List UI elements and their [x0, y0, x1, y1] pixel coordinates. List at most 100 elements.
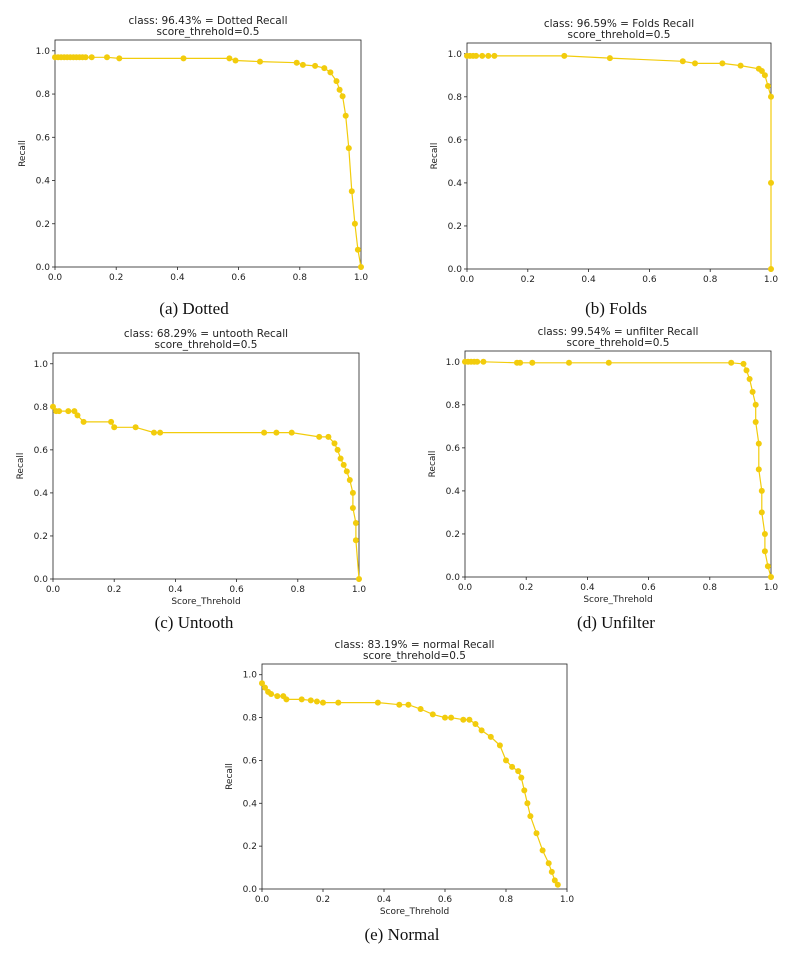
chart-title: class: 96.59% = Folds Recall [544, 18, 694, 30]
y-tick-label: 0.6 [448, 136, 463, 146]
data-point [473, 52, 480, 59]
x-tick-label: 0.6 [438, 895, 453, 905]
x-tick-label: 0.8 [293, 273, 308, 283]
chart-folds: class: 96.59% = Folds Recallscore_threho… [430, 18, 778, 285]
data-point [349, 489, 356, 496]
data-point [548, 868, 555, 875]
data-point [268, 691, 275, 697]
data-point [274, 693, 281, 700]
chart-panel-normal: class: 83.19% = normal Recall score_threh… [215, 629, 575, 919]
y-tick-label: 0.6 [34, 446, 49, 456]
data-point [337, 455, 344, 462]
y-axis-label: Recall [18, 140, 28, 167]
data-point [283, 696, 290, 703]
chart-normal: class: 83.19% = normal Recallscore_threh… [225, 639, 574, 917]
data-point [487, 733, 494, 740]
data-point [692, 60, 698, 67]
x-tick-label: 0.8 [703, 275, 718, 285]
data-point [316, 433, 323, 440]
x-tick-label: 0.2 [109, 273, 123, 283]
data-point [448, 714, 455, 721]
data-point [321, 65, 328, 72]
data-point [496, 742, 503, 749]
chart-title: class: 99.54% = unfilter Recall [538, 326, 699, 338]
data-point [466, 716, 473, 723]
x-tick-label: 1.0 [352, 585, 367, 595]
y-tick-label: 1.0 [36, 47, 51, 57]
data-point [521, 787, 528, 794]
data-point [339, 93, 346, 100]
data-point [768, 574, 774, 580]
plot-frame [54, 39, 362, 268]
data-point [480, 358, 487, 365]
data-point [345, 145, 352, 152]
chart-untooth: class: 68.29% = untooth Recallscore_thre… [16, 328, 367, 607]
y-tick-label: 0.0 [243, 885, 258, 895]
data-point [551, 877, 558, 884]
data-point [768, 266, 774, 272]
data-point [515, 768, 522, 775]
y-tick-label: 1.0 [243, 671, 258, 681]
data-point [518, 774, 525, 781]
data-point [566, 359, 572, 366]
x-tick-label: 0.0 [46, 585, 61, 595]
data-point [746, 376, 753, 382]
chart-subtitle: score_threhold=0.5 [155, 339, 258, 351]
y-tick-label: 0.0 [34, 575, 49, 585]
data-point [342, 112, 349, 119]
data-point [132, 424, 139, 431]
data-point [111, 424, 118, 431]
data-point [460, 716, 467, 723]
data-point [226, 55, 233, 62]
data-point [472, 721, 479, 727]
x-tick-label: 1.0 [354, 273, 369, 283]
data-point [50, 403, 56, 410]
series-line [55, 56, 362, 268]
chart-title: class: 96.43% = Dotted Recall [129, 15, 288, 27]
data-point [517, 359, 524, 366]
x-tick-label: 0.6 [229, 585, 244, 595]
x-tick-label: 0.0 [460, 275, 475, 285]
plot-frame [52, 352, 360, 580]
data-point [313, 698, 320, 705]
caption-normal: (e) Normal [364, 925, 440, 944]
y-tick-label: 0.4 [446, 487, 461, 497]
data-point [768, 179, 774, 186]
x-tick-label: 0.8 [499, 895, 514, 905]
y-tick-label: 1.0 [448, 50, 463, 60]
data-point [768, 93, 774, 100]
chart-title: class: 83.19% = normal Recall [335, 639, 495, 651]
data-point [764, 563, 771, 570]
data-point [348, 188, 355, 195]
x-tick-label: 1.0 [764, 583, 779, 593]
chart-subtitle: score_threhold=0.5 [568, 29, 671, 41]
data-point [327, 69, 334, 76]
y-tick-label: 0.4 [448, 179, 463, 189]
y-tick-label: 0.8 [446, 401, 461, 411]
data-point [491, 52, 498, 59]
data-point [65, 408, 72, 415]
x-tick-label: 0.6 [231, 273, 246, 283]
chart-unfilter: class: 99.54% = unfilter Recallscore_thr… [428, 326, 778, 605]
data-point [761, 548, 768, 555]
data-point [320, 699, 326, 706]
data-point [108, 418, 115, 425]
x-tick-label: 0.0 [255, 895, 270, 905]
x-axis-label: Score_Threhold [583, 595, 652, 605]
y-tick-label: 1.0 [34, 360, 49, 370]
data-point [352, 520, 359, 526]
data-point [71, 408, 78, 415]
y-axis-label: Recall [428, 451, 438, 478]
x-tick-label: 0.2 [107, 585, 121, 595]
data-point [104, 54, 110, 61]
chart-title: class: 68.29% = untooth Recall [124, 328, 288, 340]
data-point [758, 487, 765, 494]
data-point [405, 701, 412, 708]
data-point [485, 52, 492, 59]
y-tick-label: 0.8 [448, 93, 463, 103]
data-point [288, 429, 295, 436]
data-point [479, 52, 486, 59]
data-point [349, 505, 356, 511]
data-point [524, 800, 531, 807]
x-tick-label: 0.0 [48, 273, 63, 283]
